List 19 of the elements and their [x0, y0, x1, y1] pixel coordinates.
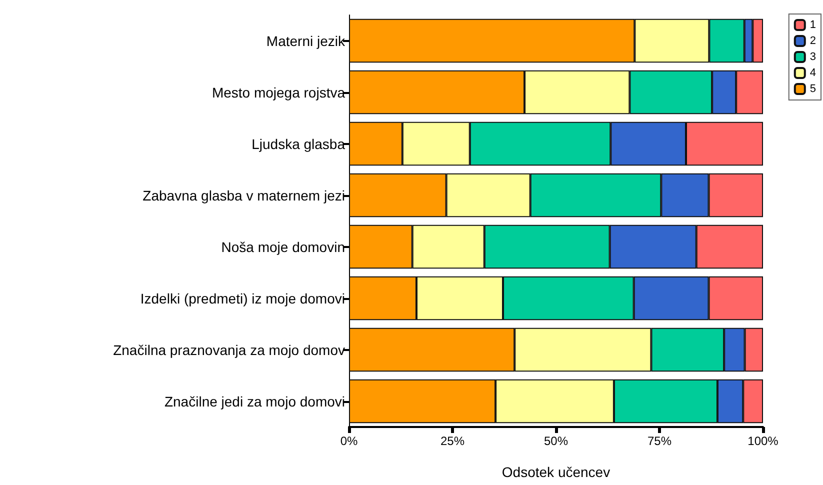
legend-label: 2: [810, 35, 816, 47]
legend-label: 1: [810, 19, 816, 31]
y-tick-label: Materni jezik: [266, 32, 346, 49]
x-tick-label: 0%: [340, 434, 358, 448]
y-tick-label: Značilne jedi za mojo domovi: [164, 393, 345, 410]
x-tick-label: 25%: [440, 434, 465, 448]
x-tick-label: 50%: [544, 434, 568, 448]
legend-label: 3: [810, 51, 816, 63]
y-tick-label: Značilna praznovanja za mojo domov: [113, 342, 345, 358]
y-tick-label: Zabavna glasba v maternem jezi: [142, 187, 345, 204]
y-tick-label: Ljudska glasba: [252, 136, 346, 152]
x-tick-label: 75%: [647, 434, 672, 448]
x-axis-title: Odsotek učencev: [502, 464, 610, 480]
legend-label: 5: [810, 83, 816, 95]
y-tick-label: Mesto mojega rojstva: [212, 84, 346, 100]
y-tick-label: Izdelki (predmeti) iz moje domovi: [140, 290, 345, 306]
legend-label: 4: [810, 67, 816, 79]
y-tick-label: Noša moje domovin: [221, 238, 345, 255]
x-tick-label: 100%: [748, 434, 779, 448]
